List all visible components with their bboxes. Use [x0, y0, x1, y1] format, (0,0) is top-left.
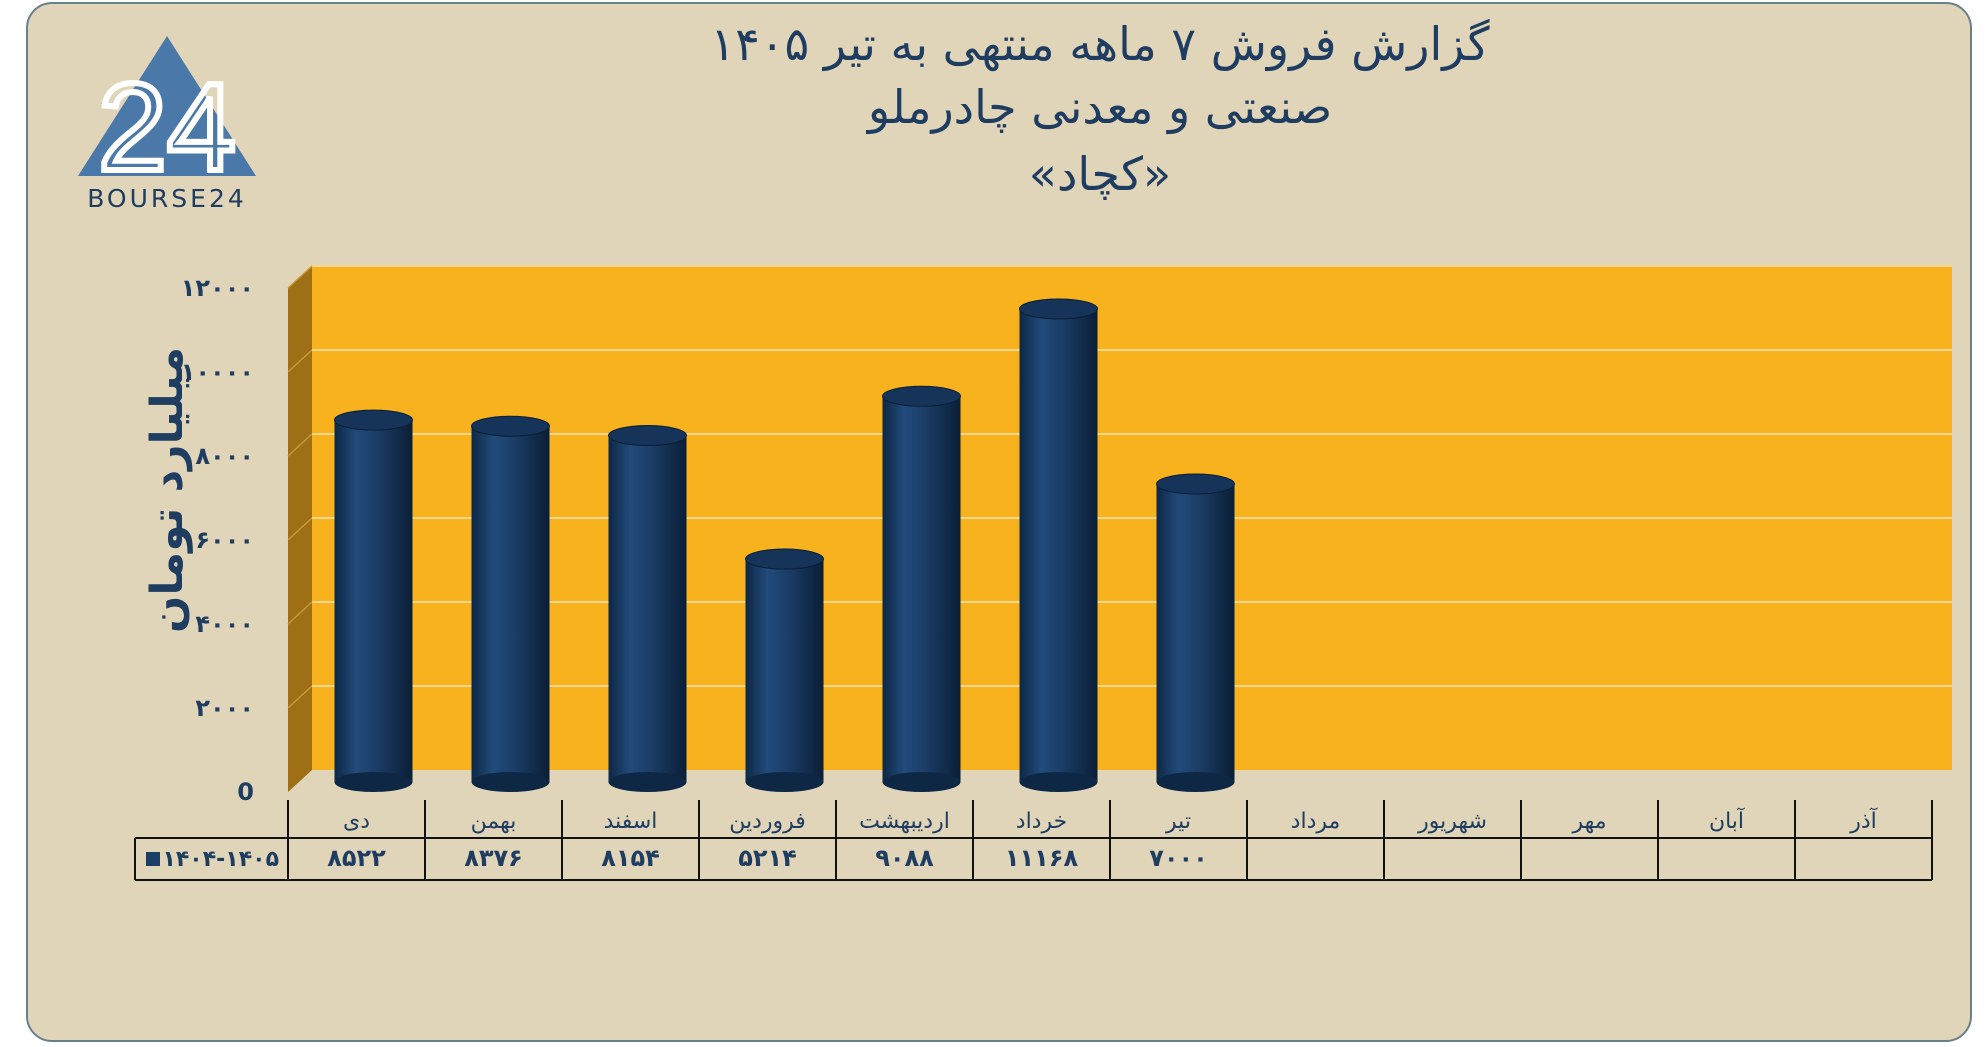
bourse24-logo: 24	[78, 36, 256, 200]
bar-cap	[1019, 298, 1098, 320]
bar-body	[334, 420, 413, 782]
logo-triangle	[78, 36, 256, 176]
y-tick-label: 0	[237, 778, 254, 806]
x-tick-label: فروردین	[729, 809, 806, 834]
bar-cap	[471, 415, 550, 437]
bar-base	[882, 772, 961, 792]
x-tick-label: اسفند	[604, 809, 658, 834]
x-tick-label: اردیبهشت	[859, 809, 950, 834]
bar-body	[1156, 484, 1235, 782]
legend-series-name: ۱۴۰۴-۱۴۰۵	[162, 847, 279, 872]
bar-base	[745, 772, 824, 792]
data-label: ۸۱۵۴	[601, 844, 660, 872]
bar-cap	[745, 548, 824, 570]
chart-subtitle: صنعتی و معدنی چادرملو	[867, 80, 1333, 134]
bar-base	[334, 772, 413, 792]
gridline-wall	[287, 433, 313, 457]
x-tick-label: آبان	[1709, 807, 1745, 834]
bar-5	[882, 385, 961, 792]
chart-subtitle-symbol: «کچاد»	[1028, 147, 1172, 201]
y-axis-ticks: 0 ۲۰۰۰ ۴۰۰۰ ۶۰۰۰ ۸۰۰۰ ۱۰۰۰۰ ۱۲۰۰۰	[181, 274, 254, 806]
logo-mark: 24	[98, 59, 236, 197]
y-tick-label: ۱۲۰۰۰	[181, 274, 254, 302]
bar-body	[471, 426, 550, 782]
gridlines	[287, 265, 1952, 709]
bar-body	[745, 559, 824, 782]
legend-swatch	[146, 852, 160, 866]
data-label: ۵۲۱۴	[738, 844, 797, 872]
bar-4	[745, 548, 824, 792]
bar-3	[608, 425, 687, 792]
y-tick-label: ۶۰۰۰	[195, 526, 254, 554]
data-label: ۱۱۱۶۸	[1005, 844, 1079, 872]
bar-body	[608, 435, 687, 782]
bar-base	[471, 772, 550, 792]
bar-7	[1156, 473, 1235, 792]
bar-2	[471, 415, 550, 792]
bar-base	[1019, 772, 1098, 792]
data-table: دی ۸۵۲۲ بهمن ۸۳۷۶ اسفند ۸۱۵۴ فروردین ۵۲۱۴ اردیبه…	[134, 800, 1933, 881]
logo-text: BOURSE24	[87, 184, 247, 213]
x-tick-label: مهر	[1571, 809, 1606, 834]
bar-6	[1019, 298, 1098, 792]
gridline-wall	[287, 349, 313, 373]
x-tick-label: آذر	[1849, 807, 1877, 834]
bar-cap	[334, 409, 413, 431]
x-tick-label: مرداد	[1291, 809, 1341, 834]
bar-body	[1019, 308, 1098, 782]
gridline-wall	[287, 601, 313, 625]
x-tick-label: تیر	[1165, 809, 1191, 834]
gridline-wall	[287, 685, 313, 709]
y-tick-label: ۲۰۰۰	[195, 694, 254, 722]
x-tick-label: خرداد	[1016, 809, 1067, 834]
bar-cap	[608, 425, 687, 447]
gridline-wall	[287, 517, 313, 541]
x-tick-label: دی	[343, 809, 370, 834]
gridline-wall	[287, 265, 313, 289]
chart-title: گزارش فروش ۷ ماهه منتهی به تیر ۱۴۰۵	[710, 17, 1490, 71]
bar-body	[882, 396, 961, 782]
bar-cap	[1156, 473, 1235, 495]
data-label: ۹۰۸۸	[875, 844, 934, 872]
bar-base	[1156, 772, 1235, 792]
y-tick-label: ۸۰۰۰	[195, 442, 254, 470]
data-label: ۸۳۷۶	[464, 844, 523, 872]
bars	[334, 298, 1235, 792]
data-label: ۸۵۲۲	[327, 844, 386, 872]
x-tick-label: شهریور	[1417, 809, 1487, 834]
data-label: ۷۰۰۰	[1149, 844, 1208, 872]
x-tick-label: بهمن	[471, 809, 517, 834]
bar-base	[608, 772, 687, 792]
y-tick-label: ۱۰۰۰۰	[181, 358, 254, 386]
bar-1	[334, 409, 413, 792]
y-tick-label: ۴۰۰۰	[195, 610, 254, 638]
bar-cap	[882, 385, 961, 407]
